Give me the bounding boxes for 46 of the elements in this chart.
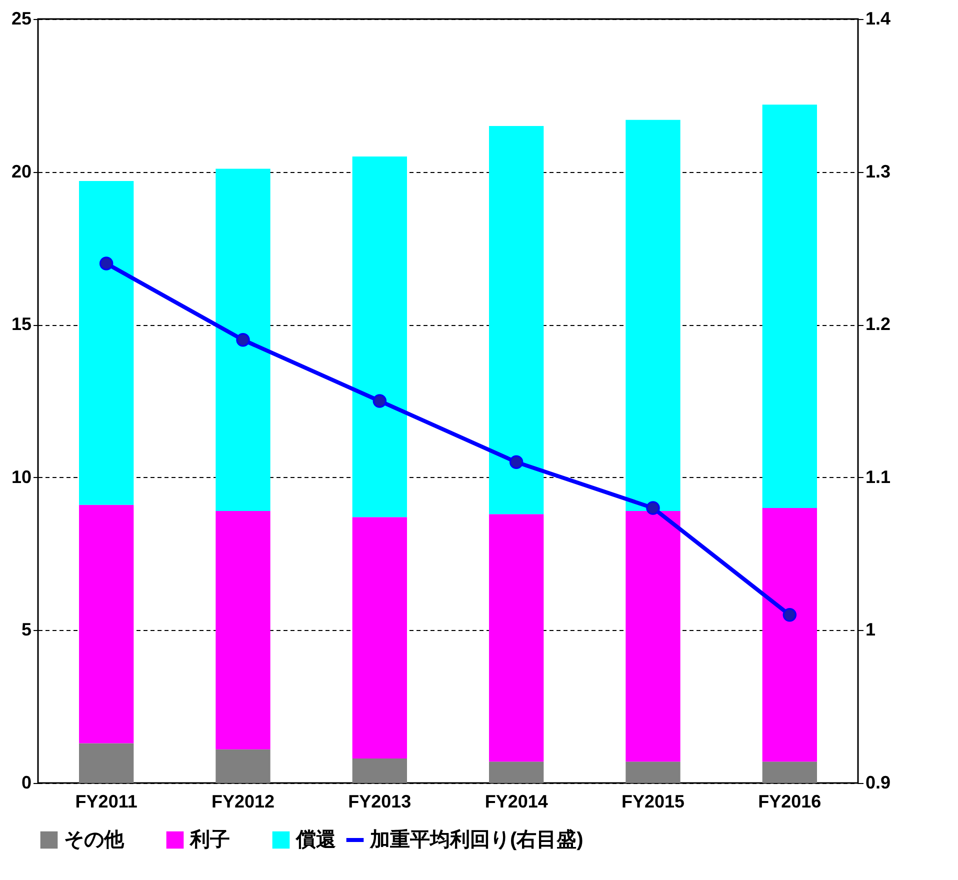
bar (762, 508, 817, 762)
x-tick-label: FY2013 (348, 792, 412, 812)
y2-tick-label: 1.4 (866, 8, 891, 28)
y-tick-label: 0 (21, 772, 32, 792)
point (509, 455, 524, 469)
y2-tick-label: 1.2 (866, 314, 891, 334)
legend-label: その他 (64, 829, 125, 851)
x-tick-label: FY2015 (621, 792, 685, 812)
y-tick-label: 20 (11, 161, 32, 182)
bar (352, 758, 407, 783)
bar (489, 514, 544, 762)
bar (216, 749, 270, 783)
legend-label: 利子 (189, 828, 230, 851)
legend-label: 償還 (295, 829, 336, 851)
point (646, 501, 660, 515)
x-tick-label: FY2014 (484, 792, 548, 812)
point (782, 608, 797, 622)
bar (489, 762, 544, 783)
bar (626, 511, 680, 762)
bar (489, 126, 544, 514)
bar (762, 104, 817, 508)
bar (762, 762, 817, 783)
y-tick-label: 15 (11, 314, 32, 334)
y2-tick-label: 1 (866, 620, 876, 640)
x-tick-label: FY2012 (211, 792, 275, 812)
y-tick-label: 25 (11, 8, 32, 28)
bar (626, 762, 680, 783)
x-tick-label: FY2011 (75, 792, 138, 812)
legend-label: 加重平均利回り(右目盛) (369, 828, 584, 851)
point (99, 256, 114, 270)
bar (352, 156, 407, 518)
bar (216, 168, 270, 512)
bar (216, 511, 270, 750)
bar (626, 120, 680, 512)
y2-tick-label: 0.9 (866, 772, 891, 792)
bar (79, 180, 134, 505)
bar (79, 504, 134, 744)
point (236, 333, 250, 347)
x-tick-label: FY2016 (758, 792, 822, 812)
bar (79, 743, 134, 783)
y-tick-label: 5 (21, 620, 32, 640)
bar (352, 517, 407, 759)
y2-tick-label: 1.1 (866, 466, 891, 487)
y-tick-label: 10 (11, 466, 32, 487)
point (372, 394, 387, 408)
y2-tick-label: 1.3 (866, 161, 891, 182)
